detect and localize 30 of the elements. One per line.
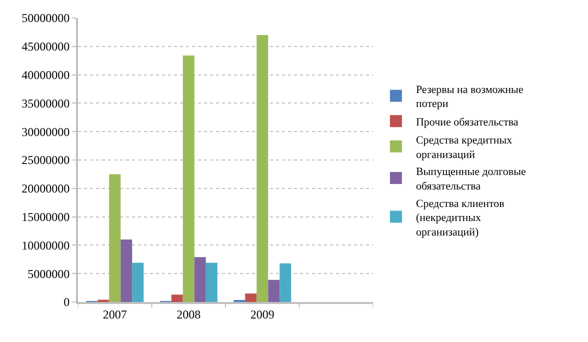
y-tick-label: 0 [64,295,70,310]
x-tick-label: 2009 [250,307,274,322]
y-tick-label: 10000000 [22,238,70,252]
legend-label: Средства кредитных организаций [416,134,513,161]
y-tick-label: 25000000 [22,153,70,168]
bar [280,263,292,302]
y-tick-label: 40000000 [22,68,70,82]
bar [132,262,144,302]
bar [256,35,268,302]
x-tick-label: 2007 [102,307,127,322]
y-tick-label: 5000000 [28,266,70,281]
legend-label: Выпущенные долговые обязательства [416,166,526,192]
y-tick-label: 50000000 [22,11,70,26]
y-tick-label: 15000000 [22,210,70,224]
y-tick-label: 30000000 [22,124,70,139]
legend-label: Средства клиентов (некредитных организаций) [416,198,504,238]
bar [268,280,280,302]
bar [194,257,206,302]
bar [182,55,194,302]
bar [109,174,121,302]
x-tick-label: 2008 [176,307,201,322]
legend-label: Прочие обязательства [416,116,518,128]
y-tick-label: 20000000 [22,182,70,196]
y-tick-label: 35000000 [22,96,70,110]
bar [171,294,183,302]
bar [245,293,257,302]
bar [206,262,218,302]
bar [120,240,132,302]
y-tick-label: 45000000 [22,40,70,54]
legend-label: Резервы на возможные потери [416,84,524,110]
